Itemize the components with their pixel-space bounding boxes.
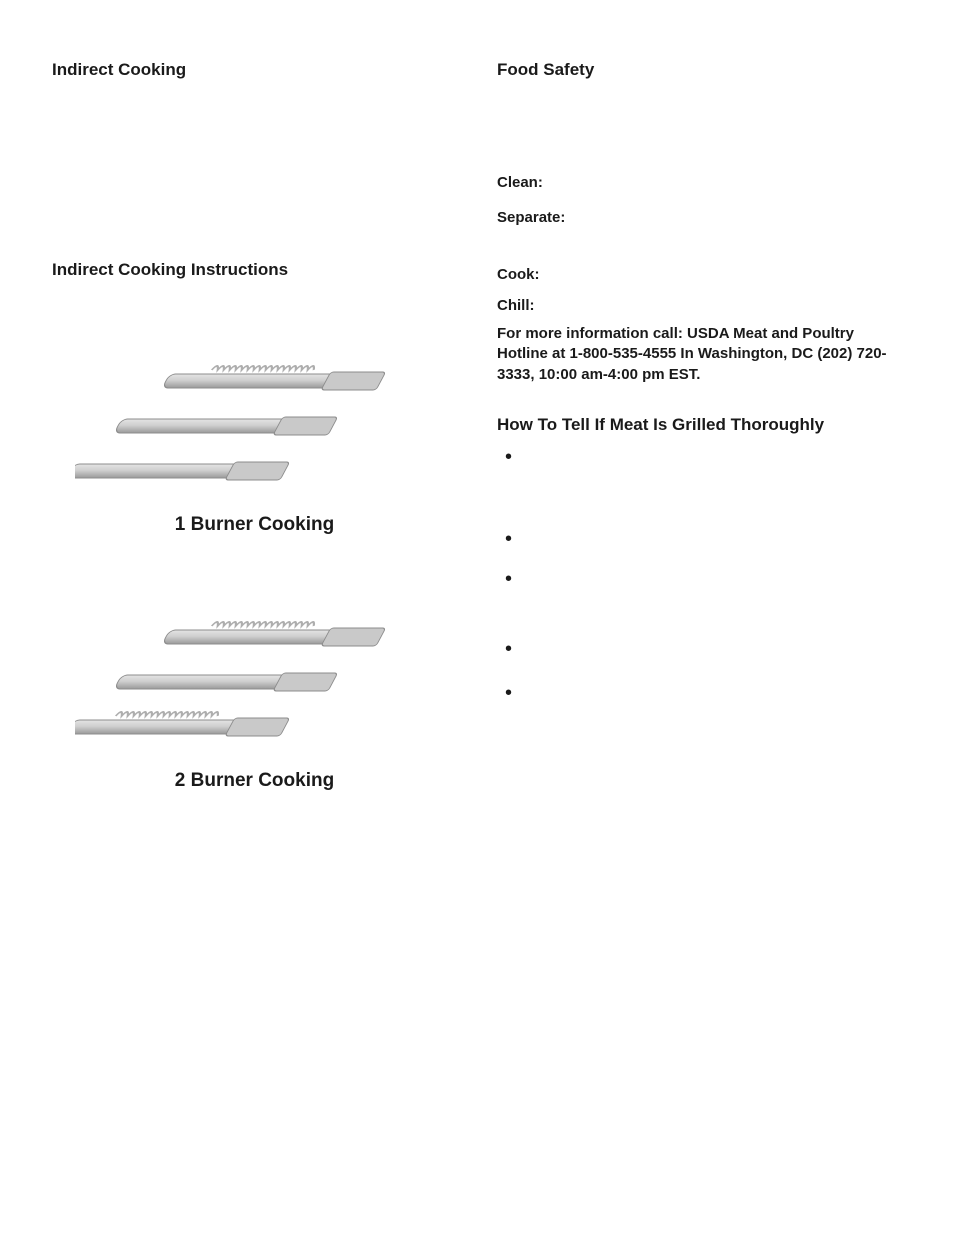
list-item: • [497,569,902,589]
label-separate: Separate: [497,209,902,226]
heading-food-safety: Food Safety [497,60,902,80]
figure-caption: 1 Burner Cooking [52,514,457,536]
left-column: Indirect Cooking Indirect Cooking Instru… [52,60,457,792]
figure-caption: 2 Burner Cooking [52,770,457,792]
list-item: • [497,447,902,467]
usda-hotline-info: For more information call: USDA Meat and… [497,324,902,385]
heading-indirect-cooking-instructions: Indirect Cooking Instructions [52,260,457,280]
figure-2-burner-cooking: 2 Burner Cooking [52,576,457,792]
figure-1-burner-cooking: 1 Burner Cooking [52,320,457,536]
meat-bullet-list: • • • • • [497,447,902,703]
two-column-layout: Indirect Cooking Indirect Cooking Instru… [52,60,902,792]
burner-diagram-icon [75,320,435,500]
label-chill: Chill: [497,297,902,314]
label-clean: Clean: [497,174,902,191]
list-item: • [497,639,902,659]
label-cook: Cook: [497,266,902,283]
burner-diagram-icon [75,576,435,756]
spacer [497,230,902,248]
list-item: • [497,529,902,549]
right-column: Food Safety Clean: Separate: Cook: Chill… [497,60,902,792]
heading-indirect-cooking: Indirect Cooking [52,60,457,80]
list-item: • [497,683,902,703]
heading-meat-thoroughly: How To Tell If Meat Is Grilled Thoroughl… [497,415,902,435]
spacer [497,120,902,156]
spacer [52,120,457,220]
